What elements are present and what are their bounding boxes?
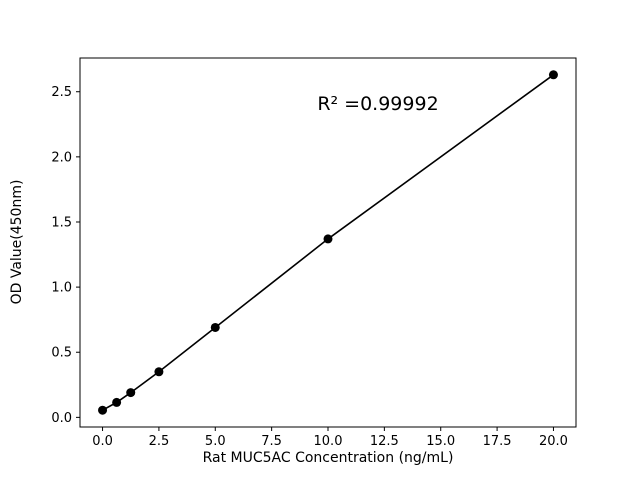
x-tick-label: 15.0 <box>426 434 455 449</box>
x-tick-label: 2.5 <box>149 434 170 449</box>
y-tick-label: 0.0 <box>51 411 72 426</box>
x-tick-label: 12.5 <box>370 434 399 449</box>
data-point-marker <box>154 367 164 377</box>
x-tick-label: 17.5 <box>483 434 512 449</box>
x-tick-label: 20.0 <box>539 434 568 449</box>
data-point-marker <box>98 405 108 415</box>
y-tick-label: 1.5 <box>51 215 72 230</box>
x-axis-label: Rat MUC5AC Concentration (ng/mL) <box>203 450 454 466</box>
x-tick-label: 5.0 <box>205 434 226 449</box>
y-tick-label: 0.5 <box>51 346 72 361</box>
x-tick-label: 0.0 <box>92 434 113 449</box>
data-point-marker <box>210 322 220 332</box>
y-axis-label: OD Value(450nm) <box>9 180 25 305</box>
plot-area: 0.0 2.5 5.0 7.5 10.0 12.5 15.0 17.5 20.0 0.0 0.5 1.… <box>51 57 577 449</box>
x-tick-label: 10.0 <box>314 434 343 449</box>
data-point-marker <box>548 70 558 80</box>
y-tick-label: 2.5 <box>51 85 72 100</box>
data-point-marker <box>126 388 136 398</box>
x-tick-label: 7.5 <box>261 434 282 449</box>
y-tick-label: 2.0 <box>51 150 72 165</box>
data-point-marker <box>323 234 333 244</box>
y-tick-label: 1.0 <box>51 281 72 296</box>
r-squared-annotation: R² =0.99992 <box>317 93 438 115</box>
data-point-marker <box>112 397 122 407</box>
